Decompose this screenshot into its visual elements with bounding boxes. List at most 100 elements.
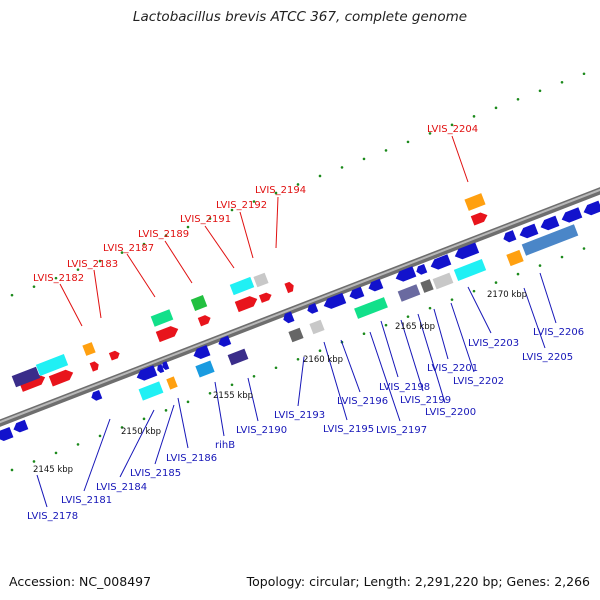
leader-line — [247, 377, 259, 422]
trna-feature — [190, 295, 208, 311]
gene-label-lvis-2199: LVIS_2199 — [400, 395, 451, 406]
reverse-gene — [503, 230, 517, 243]
reverse-gene — [519, 223, 539, 239]
tick-dot — [538, 89, 542, 93]
gene-shape — [432, 272, 454, 290]
gene-label-rihb: rihB — [215, 440, 235, 451]
scale-label-2170: 2170 kbp — [487, 290, 527, 300]
gene-shape — [540, 215, 560, 231]
forward-gene — [197, 315, 211, 327]
tick-dot — [142, 242, 146, 246]
leader-line — [400, 319, 424, 392]
gene-shape — [218, 335, 232, 347]
reverse-gene — [162, 361, 170, 371]
leader-line — [154, 404, 175, 465]
leader-line — [164, 240, 193, 284]
purple-feature — [397, 284, 421, 302]
leader-line — [467, 286, 492, 334]
outer-tick-ring — [10, 72, 586, 297]
reverse-gene — [416, 263, 428, 275]
tick-dot — [120, 251, 124, 254]
gene-shape — [18, 374, 46, 392]
reverse-gene — [91, 389, 103, 401]
leader-line — [297, 356, 305, 407]
tick-dot — [472, 289, 476, 293]
forward-gene — [108, 350, 120, 361]
tick-dot — [186, 225, 190, 229]
gene-label-lvis-2195: LVIS_2195 — [323, 424, 374, 435]
tick-dot — [186, 400, 190, 404]
reverse-gene — [136, 365, 158, 381]
gene-label-lvis-2198: LVIS_2198 — [379, 382, 430, 393]
tick-dot — [582, 247, 586, 250]
gene-label-lvis-2194: LVIS_2194 — [255, 185, 306, 196]
leader-line — [214, 381, 225, 437]
tick-rings — [10, 72, 586, 472]
operon-feature — [521, 224, 579, 256]
tick-dot — [98, 434, 102, 438]
pseudo-feature — [506, 249, 524, 267]
reverse-gene — [454, 242, 480, 260]
tick-dot — [406, 315, 410, 318]
cyan-feature — [195, 360, 215, 378]
tick-dot — [494, 281, 498, 284]
grey-feature — [309, 319, 325, 335]
cyan-feature — [35, 353, 69, 377]
gene-shape — [503, 230, 517, 243]
gene-label-lvis-2189: LVIS_2189 — [138, 229, 189, 240]
gene-label-lvis-2197: LVIS_2197 — [376, 425, 427, 436]
gene-shape — [229, 276, 255, 296]
gene-label-lvis-2178: LVIS_2178 — [27, 511, 78, 522]
tick-dot — [252, 374, 256, 378]
gene-features — [0, 193, 600, 441]
grey-feature — [253, 272, 269, 288]
forward-gene — [155, 326, 179, 343]
tick-dot — [384, 323, 388, 327]
gene-label-lvis-2201: LVIS_2201 — [427, 363, 478, 374]
scale-label-2145: 2145 kbp — [33, 465, 73, 475]
bottom-gene-labels: LVIS_2178 LVIS_2181 LVIS_2184 LVIS_2185 … — [27, 327, 584, 522]
gene-shape — [323, 292, 347, 309]
reverse-gene — [193, 344, 211, 359]
tick-dot — [538, 264, 542, 267]
reverse-gene — [430, 254, 452, 270]
tick-dot — [428, 306, 432, 310]
gene-label-lvis-2184: LVIS_2184 — [96, 482, 147, 493]
gene-shape — [420, 279, 434, 293]
reverse-gene — [368, 278, 384, 292]
tick-dot — [208, 392, 212, 395]
gene-shape — [234, 296, 258, 313]
leader-line — [380, 320, 399, 378]
reverse-gene — [583, 200, 600, 216]
gene-shape — [453, 258, 487, 282]
gene-shape — [368, 278, 384, 292]
tick-dot — [450, 123, 454, 127]
rrna-feature — [354, 297, 388, 319]
gene-label-lvis-2193: LVIS_2193 — [274, 410, 325, 421]
gene-label-lvis-2192: LVIS_2192 — [216, 200, 267, 211]
tick-dot — [230, 208, 234, 212]
reverse-gene — [395, 266, 417, 282]
tick-dot — [362, 157, 366, 161]
forward-gene — [48, 369, 74, 387]
gene-label-lvis-2190: LVIS_2190 — [236, 425, 287, 436]
grey-feature — [420, 279, 434, 293]
gene-shape — [253, 272, 269, 288]
gene-shape — [150, 309, 174, 327]
tick-dot — [164, 409, 168, 412]
gene-shape — [91, 389, 103, 401]
reverse-gene — [323, 292, 347, 309]
tick-dot — [274, 366, 278, 370]
gene-label-lvis-2202: LVIS_2202 — [453, 376, 504, 387]
tick-dot — [208, 217, 212, 220]
gene-shape — [82, 342, 96, 356]
tick-dot — [516, 272, 520, 276]
gene-shape — [288, 327, 304, 343]
gene-label-lvis-2205: LVIS_2205 — [522, 352, 573, 363]
leader-line — [539, 272, 557, 324]
tick-dot — [340, 166, 344, 169]
tick-dot — [560, 255, 564, 259]
gene-shape — [506, 249, 524, 267]
leader-line — [275, 196, 279, 249]
